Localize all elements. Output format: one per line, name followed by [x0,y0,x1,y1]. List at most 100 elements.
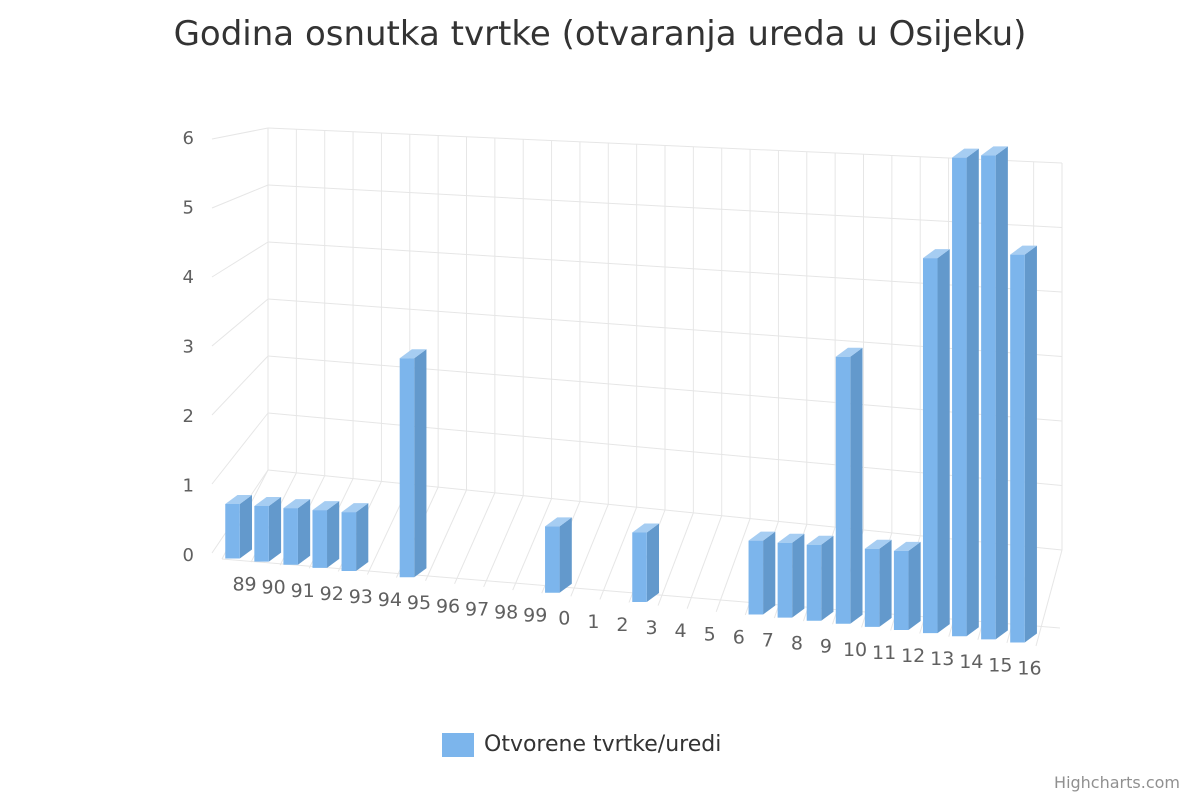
x-tick-label: 16 [1017,657,1041,679]
x-tick-label: 99 [523,605,547,627]
bars [225,146,1037,643]
bar-top [952,148,979,158]
y-tick-label: 5 [183,198,194,219]
side-gridline [211,355,269,416]
x-tick-label: 89 [232,574,256,596]
bar-top [225,495,253,505]
x-tick-label: 14 [959,651,983,673]
bar [545,526,560,593]
y-tick-label: 0 [183,545,194,566]
bar [981,155,996,640]
x-tick-label: 9 [820,636,832,658]
bar-top [312,501,340,511]
bar-top [893,541,921,551]
bar-top [399,349,427,359]
bar-top [283,499,311,509]
bar-side [356,503,369,571]
bar-side [850,347,863,624]
floor-gridline [425,489,467,581]
bar [864,548,880,627]
x-tick-label: 92 [320,583,344,605]
bar-top [777,533,805,543]
bar-side [995,146,1008,640]
legend-swatch [442,732,474,757]
bar-side [559,517,572,593]
bar [341,512,357,571]
x-tick-label: 93 [349,586,373,608]
x-tick-label: 95 [407,592,431,614]
x-tick-label: 13 [930,648,954,670]
side-gridline [211,184,269,209]
floor-gridline [454,492,496,585]
x-tick-label: 10 [843,639,867,661]
bar [952,157,967,637]
bar [312,510,328,568]
bar [283,508,298,565]
x-tick-label: 90 [262,577,286,599]
bar-side [937,249,950,634]
bar-side [879,539,892,627]
floor-gridline [1035,549,1063,647]
bar [893,550,909,631]
bar-top [806,535,834,545]
x-tick-label: 97 [465,598,489,620]
floor-gridline [483,495,524,588]
bar [748,540,764,615]
credits-link[interactable]: Highcharts.com [1054,773,1180,792]
bar [399,358,415,578]
floor-gridline [512,498,553,591]
x-tick-label: 98 [494,602,518,624]
side-gridline [211,412,269,485]
side-gridline [211,298,269,347]
bar-side [821,535,834,621]
legend-label: Otvorene tvrtke/uredi [484,732,722,757]
bar-side [646,523,660,603]
bar-top [632,523,660,533]
bar-top [835,347,863,357]
bar-top [1010,245,1037,255]
bar-side [239,495,253,559]
bar [835,356,851,624]
x-tick-label: 11 [872,642,896,664]
y-tick-label: 3 [183,337,194,358]
bar [922,258,938,634]
legend[interactable]: Otvorene tvrtke/uredi [442,732,721,757]
bar-top [922,249,950,259]
bar [1010,254,1025,643]
x-tick-label: 7 [762,629,774,651]
x-tick-label: 12 [901,645,925,667]
bar [632,532,647,603]
y-tick-label: 4 [183,267,194,288]
bar-top [545,517,572,527]
x-tick-label: 3 [645,617,657,639]
y-tick-label: 6 [183,128,194,149]
bar-side [792,533,805,618]
bar-side [414,349,427,578]
x-tick-label: 1 [587,611,599,633]
bar [225,504,240,559]
x-tick-label: 94 [378,589,402,611]
bar-top [981,146,1008,156]
floor-gridline [570,504,609,597]
x-tick-label: 15 [988,654,1012,676]
bar [806,544,822,621]
x-tick-label: 8 [791,633,803,655]
x-tick-label: 5 [704,623,716,645]
bar-side [1024,245,1037,643]
x-tick-label: 96 [436,595,460,617]
floor-gridline [657,512,694,606]
y-tick-label: 1 [183,476,194,497]
bar [777,542,793,618]
chart-title: Godina osnutka tvrtke (otvaranja ureda u… [173,14,1027,54]
y-tick-label: 2 [183,406,194,427]
x-tick-label: 91 [291,580,315,602]
bar-top [748,531,776,541]
bar-side [908,541,921,631]
floor-gridline [686,515,723,609]
x-tick-label: 4 [675,620,687,642]
bar-top [254,497,282,507]
bar-side [268,497,282,562]
x-tick-label: 6 [733,626,745,648]
x-tick-label: 2 [616,614,628,636]
